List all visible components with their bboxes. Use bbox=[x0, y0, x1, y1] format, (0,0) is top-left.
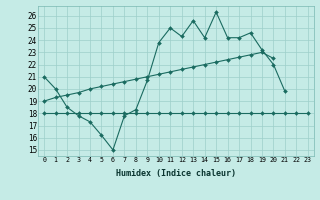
X-axis label: Humidex (Indice chaleur): Humidex (Indice chaleur) bbox=[116, 169, 236, 178]
